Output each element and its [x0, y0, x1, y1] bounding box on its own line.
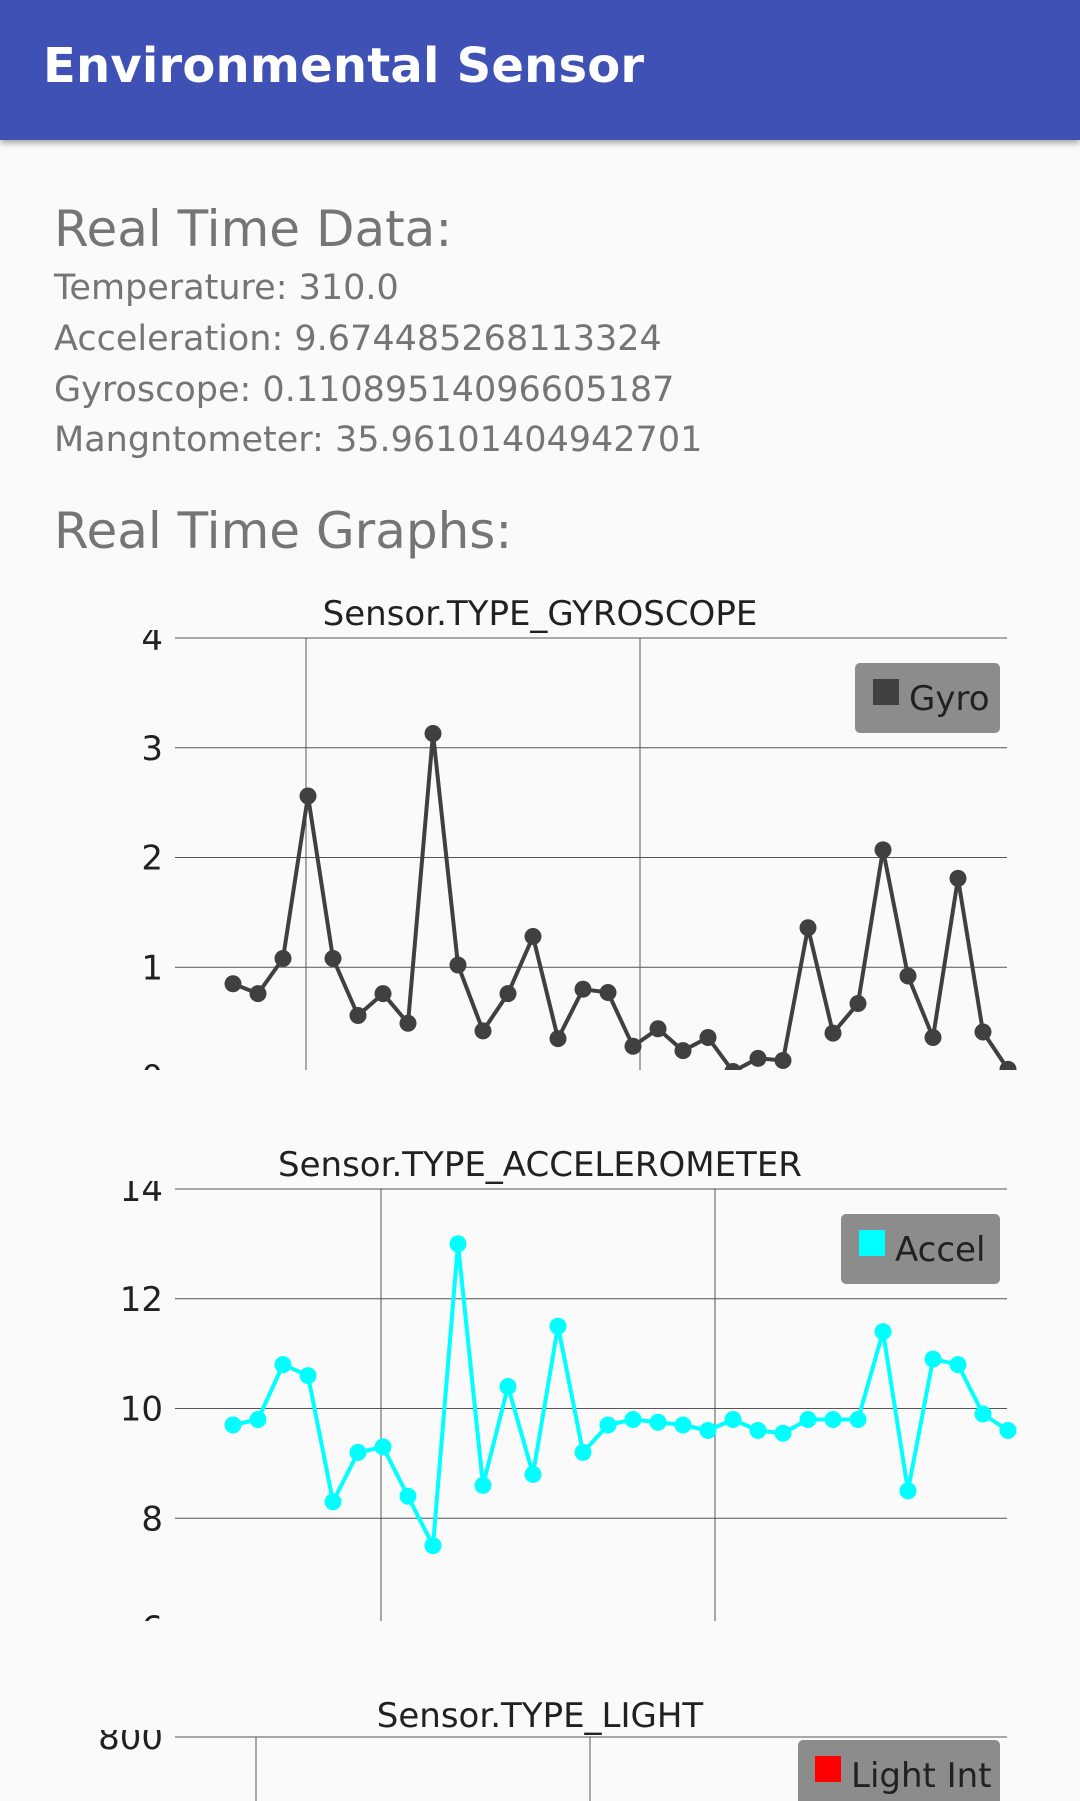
app-bar: Environmental Sensor [0, 0, 1080, 140]
data-point [374, 1438, 392, 1456]
data-point [399, 1487, 417, 1505]
data-point [699, 1028, 717, 1046]
data-point [974, 1405, 992, 1423]
data-point [274, 1356, 292, 1374]
data-point [924, 1028, 942, 1046]
data-point [499, 985, 517, 1003]
y-tick-label: 0 [141, 1058, 163, 1070]
legend-label: Accel [895, 1230, 985, 1270]
data-point [299, 787, 317, 805]
data-point [849, 994, 867, 1012]
series-line [232, 1241, 1010, 1548]
realtime-graphs-heading: Real Time Graphs: [54, 502, 513, 560]
gyroscope-chart: 0 1 2 3 4 Gyro [141, 630, 1017, 1070]
data-point [774, 1424, 792, 1442]
data-point [299, 1367, 317, 1385]
data-point [649, 1020, 667, 1038]
legend-swatch [873, 679, 899, 705]
y-tick-label: 2 [141, 839, 163, 879]
legend-label: Light Int [851, 1756, 992, 1796]
light-chart: 800 Light Int [98, 1730, 1007, 1801]
data-point [899, 967, 917, 985]
data-point [724, 1410, 742, 1428]
data-point [749, 1049, 767, 1067]
data-point [374, 985, 392, 1003]
series-line [232, 731, 1010, 1070]
data-point [849, 1410, 867, 1428]
legend-label: Gyro [909, 679, 990, 719]
data-point [599, 983, 617, 1001]
data-point [324, 1493, 342, 1511]
data-point [674, 1042, 692, 1060]
data-point [324, 949, 342, 967]
y-tick-label: 10 [120, 1390, 163, 1430]
data-point [649, 1413, 667, 1431]
data-point [224, 975, 242, 993]
data-point [899, 1482, 917, 1500]
data-point [724, 1063, 742, 1070]
data-point [249, 1410, 267, 1428]
data-point [924, 1350, 942, 1368]
data-point [574, 980, 592, 998]
data-point [349, 1007, 367, 1025]
y-tick-label: 12 [120, 1280, 163, 1320]
gyroscope-chart-title: Sensor.TYPE_GYROSCOPE [322, 594, 758, 634]
data-point [249, 985, 267, 1003]
light-chart-title: Sensor.TYPE_LIGHT [376, 1696, 704, 1736]
data-point [549, 1030, 567, 1048]
data-point [874, 1323, 892, 1341]
data-point [474, 1476, 492, 1494]
data-point [474, 1022, 492, 1040]
y-tick-label: 8 [141, 1499, 163, 1539]
realtime-data-heading: Real Time Data: [54, 200, 453, 258]
main-content[interactable]: Real Time Data: Temperature: 310.0 Accel… [0, 140, 1080, 1801]
data-point [749, 1421, 767, 1439]
data-point [999, 1421, 1017, 1439]
magnetometer-reading: Mangntometer: 35.96101404942701 [54, 420, 703, 460]
data-point [774, 1052, 792, 1070]
data-point [449, 956, 467, 974]
data-point [699, 1421, 717, 1439]
legend-swatch [859, 1230, 885, 1256]
legend-swatch [815, 1756, 841, 1782]
data-point [399, 1014, 417, 1032]
data-point [624, 1410, 642, 1428]
data-point [874, 841, 892, 859]
y-tick-label: 1 [141, 948, 163, 988]
data-point [424, 724, 442, 742]
data-point [799, 919, 817, 937]
data-point [824, 1024, 842, 1042]
y-tick-label: 4 [141, 630, 163, 659]
y-tick-label: 800 [98, 1730, 163, 1758]
data-point [949, 869, 967, 887]
accelerometer-chart: 6 8 10 12 14 Accel [120, 1181, 1017, 1621]
y-tick-label: 6 [141, 1609, 163, 1621]
data-point [524, 928, 542, 946]
data-point [999, 1060, 1017, 1070]
acceleration-reading: Acceleration: 9.674485268113324 [54, 319, 662, 359]
data-point [424, 1537, 442, 1555]
data-point [274, 949, 292, 967]
data-point [799, 1410, 817, 1428]
data-point [224, 1416, 242, 1434]
data-point [524, 1465, 542, 1483]
data-point [824, 1410, 842, 1428]
temperature-reading: Temperature: 310.0 [54, 268, 399, 308]
data-point [499, 1378, 517, 1396]
gyroscope-reading: Gyroscope: 0.11089514096605187 [54, 370, 675, 410]
data-point [349, 1443, 367, 1461]
app-title: Environmental Sensor [43, 38, 645, 94]
data-point [624, 1037, 642, 1055]
data-point [949, 1356, 967, 1374]
y-tick-label: 3 [141, 729, 163, 769]
y-tick-label: 14 [120, 1181, 163, 1210]
data-point [674, 1416, 692, 1434]
data-point [449, 1235, 467, 1253]
accelerometer-chart-title: Sensor.TYPE_ACCELEROMETER [278, 1145, 802, 1185]
data-point [549, 1317, 567, 1335]
data-point [974, 1023, 992, 1041]
legend-box [798, 1740, 1000, 1801]
data-point [599, 1416, 617, 1434]
data-point [574, 1443, 592, 1461]
